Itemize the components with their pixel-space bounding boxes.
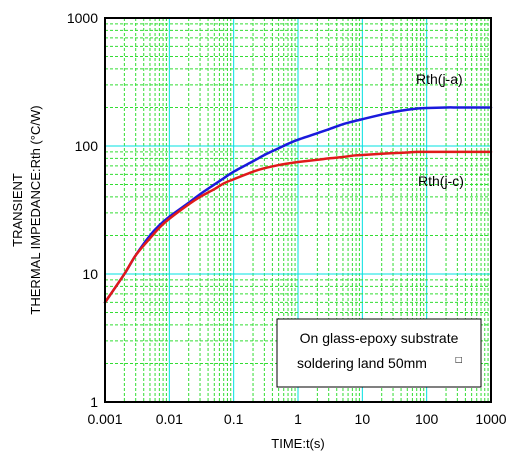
- x-tick-label: 0.001: [87, 411, 122, 427]
- y-axis-label-line-1: TRANSIENT: [10, 173, 25, 247]
- annotation-box: On glass-epoxy substrate soldering land …: [276, 318, 482, 388]
- plot-frame: [104, 17, 492, 403]
- series-line-rth-jc: [103, 150, 493, 304]
- tick-labels: 0.001 0.01 0.1 1 10 100 1000 1 10 100 1000: [67, 10, 507, 427]
- y-axis-label-line-2: THERMAL IMPEDANCE:Rth (°C/W): [28, 105, 43, 314]
- y-tick-label: 1: [90, 394, 98, 410]
- x-tick-label: 10: [355, 411, 371, 427]
- series-group: [103, 106, 493, 304]
- annotation-line-1: On glass-epoxy substrate: [300, 330, 459, 346]
- x-tick-label: 0.01: [156, 411, 183, 427]
- annotation-square-symbol: □: [455, 355, 463, 364]
- x-tick-label: 1: [294, 411, 302, 427]
- x-axis-label: TIME:t(s): [271, 436, 324, 451]
- y-tick-label: 1000: [67, 10, 98, 26]
- series-line-rth-ja: [103, 106, 493, 304]
- x-tick-label: 100: [415, 411, 439, 427]
- annotation-line-2: soldering land 50mm: [297, 355, 427, 371]
- series-label-rth-jc: Rth(j-c): [418, 173, 464, 189]
- y-tick-label: 100: [75, 138, 99, 154]
- y-tick-label: 10: [82, 266, 98, 282]
- x-tick-label: 1000: [475, 411, 506, 427]
- x-tick-label: 0.1: [224, 411, 244, 427]
- series-label-rth-ja: Rth(j-a): [416, 71, 463, 87]
